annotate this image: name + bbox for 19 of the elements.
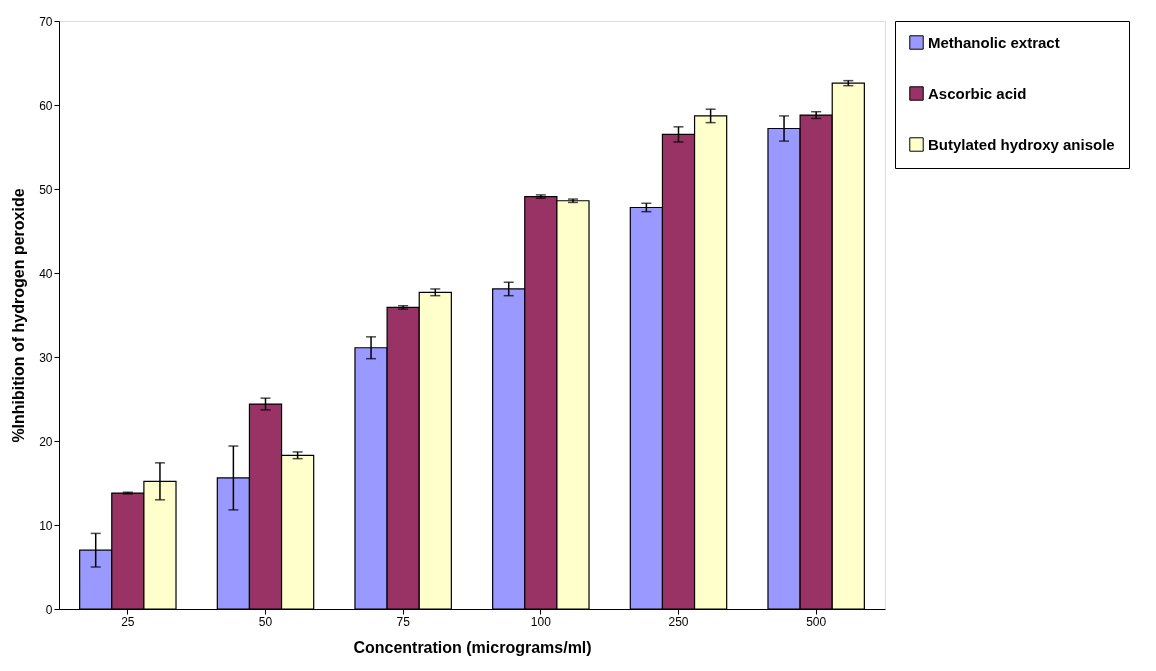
y-tick-label: 20	[39, 434, 53, 449]
y-tick-label: 0	[45, 602, 53, 617]
x-tick-label: 100	[530, 614, 552, 629]
x-tick-label: 250	[668, 614, 689, 629]
y-tick-label: 60	[39, 98, 53, 113]
y-tick-label: 50	[39, 182, 53, 197]
y-tick-label: 30	[39, 350, 53, 365]
x-tick-label: 50	[258, 614, 273, 629]
y-tick-label: 10	[39, 518, 53, 533]
y-tick-label: 40	[39, 266, 53, 281]
y-tick-label: 70	[39, 14, 53, 29]
legend-label: Ascorbic acid	[928, 84, 1027, 102]
x-tick-label: 75	[396, 614, 411, 629]
legend-label: Butylated hydroxy anisole	[928, 135, 1115, 153]
y-axis-title: %Inhibition of hydrogen peroxide	[10, 188, 28, 443]
x-tick-label: 500	[806, 614, 827, 629]
x-tick-label: 25	[121, 614, 135, 629]
x-axis-title: Concentration (micrograms/ml)	[353, 638, 592, 656]
legend-label: Methanolic extract	[928, 33, 1060, 51]
